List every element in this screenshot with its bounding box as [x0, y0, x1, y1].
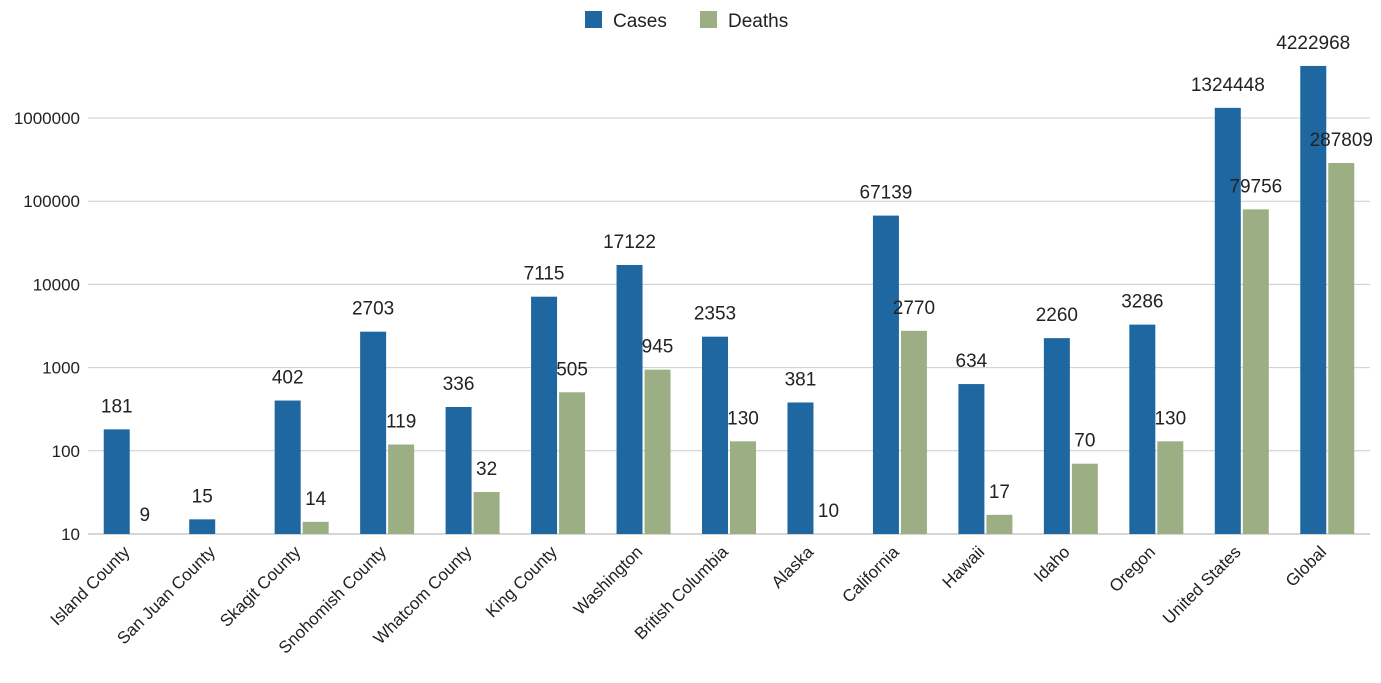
bar-deaths[interactable]	[900, 330, 927, 534]
y-tick-label: 100	[52, 442, 80, 461]
data-label-cases: 2703	[352, 299, 394, 320]
x-category-label: United States	[1159, 542, 1245, 628]
bar-cases[interactable]	[1214, 107, 1241, 535]
x-category-label: Hawaii	[939, 542, 989, 592]
legend-label-cases: Cases	[613, 11, 667, 32]
x-category-label: King County	[482, 542, 561, 621]
gridlines	[88, 117, 1370, 535]
bar-deaths[interactable]	[302, 521, 329, 534]
x-category-label: Island County	[47, 542, 134, 629]
bar-cases[interactable]	[1300, 65, 1327, 534]
data-label-deaths: 17	[989, 482, 1010, 503]
data-label-cases: 7115	[524, 264, 565, 285]
bar-cases[interactable]	[189, 519, 216, 534]
bar-deaths[interactable]	[1328, 163, 1355, 535]
data-label-deaths: 130	[727, 408, 759, 429]
bar-deaths[interactable]	[388, 444, 415, 534]
x-category-label: California	[839, 542, 904, 607]
data-label-deaths: 2770	[893, 298, 935, 319]
data-label-cases: 634	[956, 351, 988, 372]
data-label-deaths: 32	[476, 459, 497, 480]
x-category-label: British Columbia	[631, 542, 732, 643]
bar-cases[interactable]	[1129, 324, 1156, 534]
data-label-deaths: 505	[556, 359, 588, 380]
data-label-deaths: 945	[642, 337, 674, 358]
data-label-cases: 2260	[1036, 305, 1078, 326]
data-label-cases: 67139	[860, 183, 913, 204]
bar-deaths[interactable]	[1071, 463, 1098, 534]
data-label-deaths: 14	[305, 489, 327, 510]
data-label-cases: 3286	[1121, 292, 1163, 313]
bar-deaths[interactable]	[1242, 209, 1269, 534]
data-label-cases: 402	[272, 368, 304, 389]
y-tick-label: 10000	[33, 275, 80, 294]
bar-cases[interactable]	[616, 264, 643, 534]
y-tick-label: 10	[61, 525, 80, 544]
x-category-label: Skagit County	[216, 542, 305, 631]
bars	[103, 65, 1355, 535]
bar-deaths[interactable]	[473, 491, 500, 534]
y-tick-label: 100000	[23, 192, 80, 211]
bar-cases[interactable]	[872, 215, 899, 534]
bar-cases[interactable]	[1043, 338, 1070, 534]
legend-swatch-cases	[585, 11, 602, 28]
data-label-cases: 336	[443, 374, 475, 395]
data-label-cases: 17122	[603, 232, 656, 253]
bar-cases[interactable]	[103, 429, 130, 534]
legend-swatch-deaths	[700, 11, 717, 28]
data-label-deaths: 10	[818, 501, 839, 522]
data-label-cases: 4222968	[1276, 33, 1350, 54]
data-label-cases: 181	[101, 396, 133, 417]
data-label-cases: 1324448	[1191, 75, 1265, 96]
y-tick-label: 1000	[42, 359, 80, 378]
bar-cases[interactable]	[702, 336, 728, 534]
x-category-label: Washington	[570, 542, 646, 618]
data-label-deaths: 79756	[1229, 176, 1282, 197]
data-labels: 181 9 15 402 14 2703 119 336 32 7115 505 17122 945 23…	[101, 33, 1373, 526]
bar-deaths[interactable]	[644, 369, 671, 534]
x-category-label: Global	[1282, 542, 1330, 590]
bar-cases[interactable]	[787, 402, 814, 534]
bar-deaths[interactable]	[730, 441, 756, 534]
bar-cases[interactable]	[531, 296, 558, 534]
data-label-deaths: 70	[1074, 431, 1095, 452]
data-label-deaths: 130	[1154, 408, 1186, 429]
data-label-cases: 15	[192, 486, 213, 507]
x-category-label: Oregon	[1106, 542, 1160, 596]
y-axis-ticks: 10 100 1000 10000 100000 1000000	[14, 109, 80, 544]
data-label-cases: 2353	[694, 304, 736, 325]
x-category-label: Alaska	[768, 542, 818, 592]
data-label-deaths: 9	[139, 505, 150, 526]
bar-deaths[interactable]	[986, 514, 1013, 534]
data-label-deaths: 287809	[1310, 130, 1373, 151]
legend-label-deaths: Deaths	[728, 11, 788, 32]
bar-deaths[interactable]	[1157, 441, 1184, 534]
x-category-label: Idaho	[1030, 542, 1074, 586]
data-label-cases: 381	[785, 369, 817, 390]
y-tick-label: 1000000	[14, 109, 80, 128]
legend[interactable]: Cases Deaths	[585, 11, 788, 32]
bar-deaths[interactable]	[559, 392, 586, 534]
bar-cases[interactable]	[360, 331, 387, 534]
bar-cases[interactable]	[445, 407, 472, 534]
bar-cases[interactable]	[274, 400, 301, 534]
bar-cases[interactable]	[958, 384, 985, 534]
data-label-deaths: 119	[386, 412, 416, 433]
